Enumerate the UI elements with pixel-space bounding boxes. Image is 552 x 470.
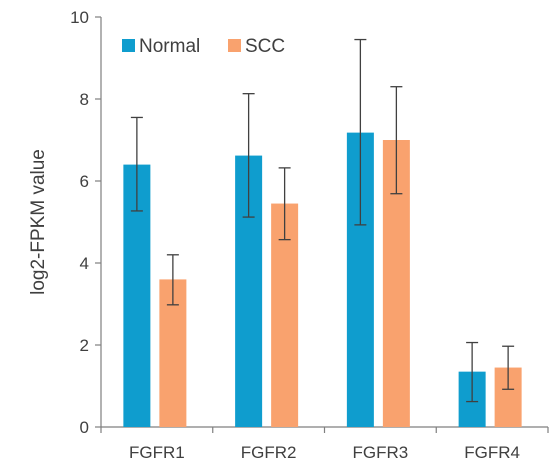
legend-swatch-scc bbox=[228, 39, 241, 52]
bars bbox=[123, 132, 522, 427]
error-bars bbox=[130, 38, 515, 403]
x-tick-label: FGFR3 bbox=[353, 443, 409, 462]
legend: Normal SCC bbox=[122, 36, 285, 57]
y-tick-label: 6 bbox=[80, 172, 89, 191]
x-tick-label: FGFR4 bbox=[464, 443, 520, 462]
y-tick-label: 8 bbox=[80, 90, 89, 109]
y-axis-label: log2-FPKM value bbox=[28, 149, 49, 295]
y-tick-label: 2 bbox=[80, 336, 89, 355]
y-tick-label: 10 bbox=[70, 8, 89, 27]
x-tick-label: FGFR2 bbox=[241, 443, 297, 462]
legend-label-scc: SCC bbox=[245, 36, 285, 57]
x-tick-label: FGFR1 bbox=[129, 443, 185, 462]
legend-label-normal: Normal bbox=[139, 36, 200, 57]
axes: 0 2 4 6 8 10 FGFR1 FGFR2 FGFR3 FGFR4 bbox=[70, 8, 549, 462]
legend-swatch-normal bbox=[122, 39, 135, 52]
y-tick-label: 0 bbox=[80, 418, 89, 437]
bar-scc-fgfr2 bbox=[271, 203, 299, 427]
y-tick-label: 4 bbox=[80, 254, 89, 273]
